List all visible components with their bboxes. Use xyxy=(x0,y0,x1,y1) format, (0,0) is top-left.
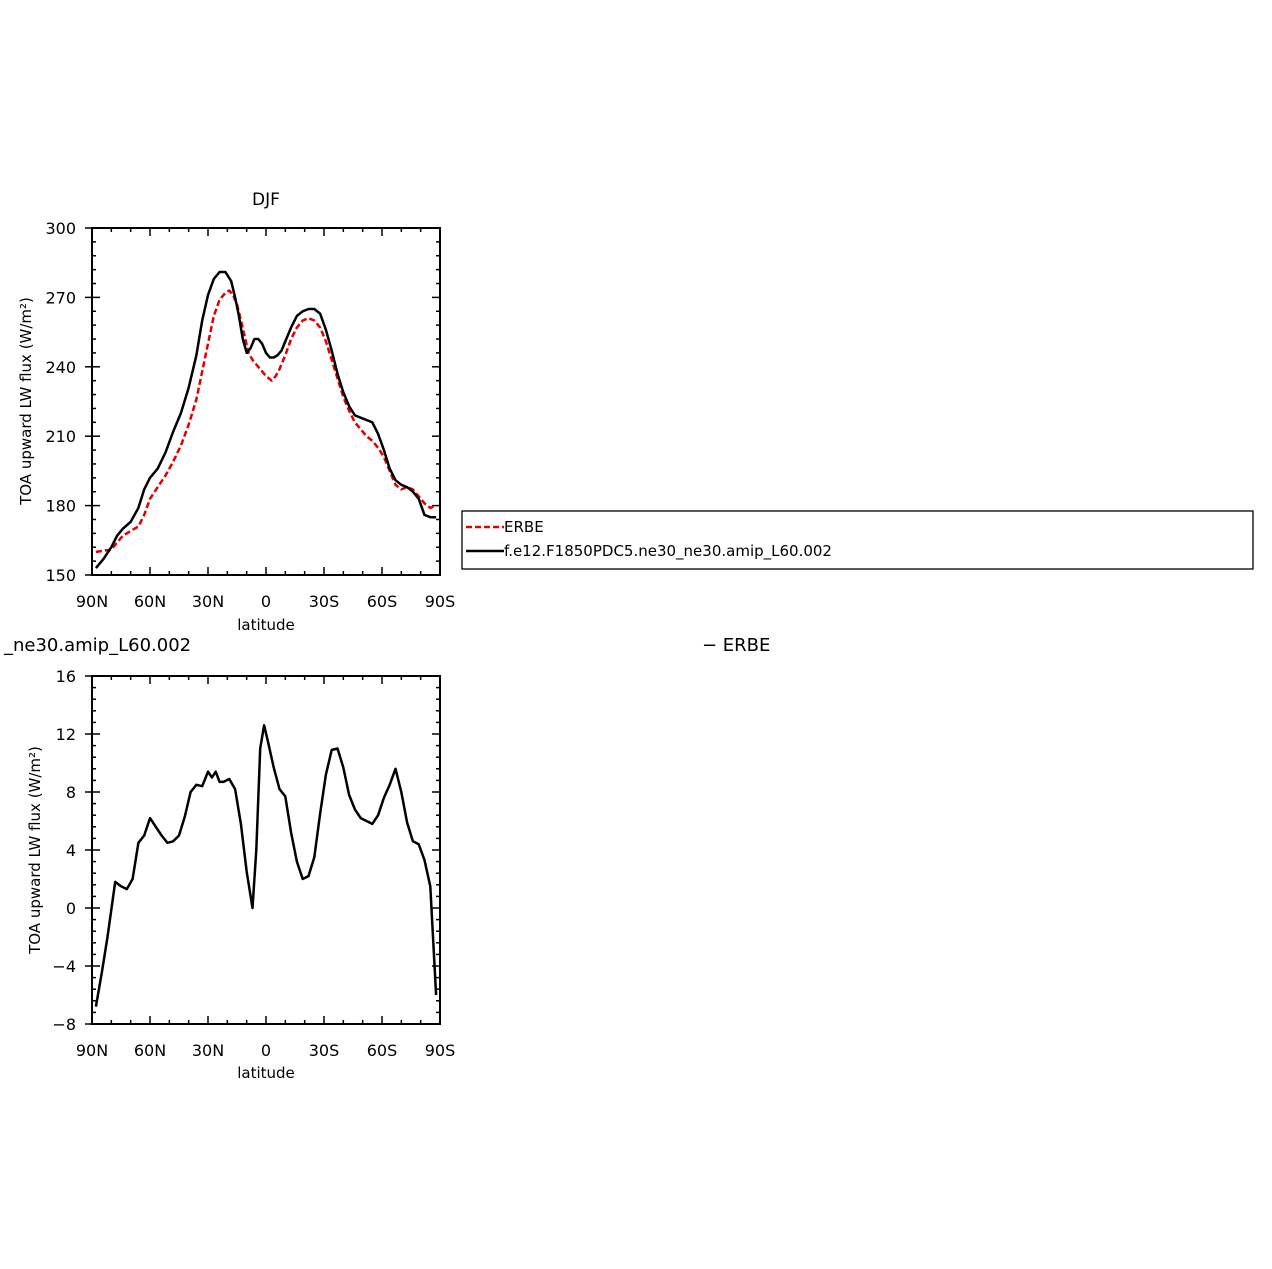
series-line-erbe xyxy=(95,289,437,554)
x-tick-label: 90S xyxy=(425,592,456,611)
plot-area xyxy=(85,227,441,576)
series-line-difference xyxy=(94,724,438,1007)
legend-box xyxy=(461,510,1254,570)
plot-frame xyxy=(91,227,441,576)
x-tick-label: 60S xyxy=(367,1041,398,1060)
x-tick-labels: 90N 60N 30N 0 30S 60S 90S xyxy=(76,592,455,611)
y-tick-label: −4 xyxy=(52,957,76,976)
x-tick-label: 30N xyxy=(192,592,224,611)
plot-area xyxy=(85,675,441,1025)
y-tick-label: 180 xyxy=(45,497,76,516)
y-tick-label: 270 xyxy=(45,288,76,307)
y-tick-label: 210 xyxy=(45,427,76,446)
y-tick-label: 8 xyxy=(66,783,76,802)
series-layer xyxy=(94,724,438,1007)
x-tick-label: 90N xyxy=(76,592,108,611)
legend-label-model: f.e12.F1850PDC5.ne30_ne30.amip_L60.002 xyxy=(504,542,832,561)
y-tick-label: 240 xyxy=(45,358,76,377)
x-tick-label: 0 xyxy=(261,592,271,611)
series-layer xyxy=(94,270,437,569)
x-axis-label: latitude xyxy=(237,1064,295,1082)
legend: ERBE f.e12.F1850PDC5.ne30_ne30.amip_L60.… xyxy=(461,510,1254,570)
x-tick-label: 60N xyxy=(134,1041,166,1060)
x-tick-label: 60N xyxy=(134,592,166,611)
y-tick-label: −8 xyxy=(52,1015,76,1034)
y-tick-label: 300 xyxy=(45,219,76,238)
y-tick-label: 12 xyxy=(56,725,76,744)
chart-title: _ne30.amip_L60.002 xyxy=(3,635,191,656)
y-tick-labels: 150 180 210 240 270 300 xyxy=(45,219,76,585)
x-tick-labels: 90N 60N 30N 0 30S 60S 90S xyxy=(76,1041,455,1060)
x-tick-label: 30S xyxy=(309,592,340,611)
chart-title: DJF xyxy=(252,190,280,210)
series-line-f-e12-f1850pdc5-ne30-ne30-amip-l60-002 xyxy=(94,270,437,569)
x-tick-label: 0 xyxy=(261,1041,271,1060)
x-axis-label: latitude xyxy=(237,616,295,634)
x-tick-label: 30S xyxy=(309,1041,340,1060)
x-tick-label: 60S xyxy=(367,592,398,611)
y-tick-labels: −8 −4 0 4 8 12 16 xyxy=(52,667,76,1034)
x-tick-label: 90N xyxy=(76,1041,108,1060)
tick-marks xyxy=(85,227,441,576)
x-tick-label: 90S xyxy=(425,1041,456,1060)
y-tick-label: 4 xyxy=(66,841,76,860)
y-tick-label: 150 xyxy=(45,566,76,585)
tick-marks xyxy=(85,675,441,1025)
x-tick-label: 30N xyxy=(192,1041,224,1060)
legend-label-erbe: ERBE xyxy=(504,518,544,536)
chart-difference: _ne30.amip_L60.002 − ERBE −8 −4 0 4 8 12 16 90… xyxy=(3,635,770,1082)
y-axis-label: TOA upward LW flux (W/m²) xyxy=(17,297,35,506)
y-tick-label: 0 xyxy=(66,899,76,918)
y-axis-label: TOA upward LW flux (W/m²) xyxy=(26,746,44,955)
y-tick-label: 16 xyxy=(56,667,76,686)
chart-title-right: − ERBE xyxy=(702,635,770,656)
